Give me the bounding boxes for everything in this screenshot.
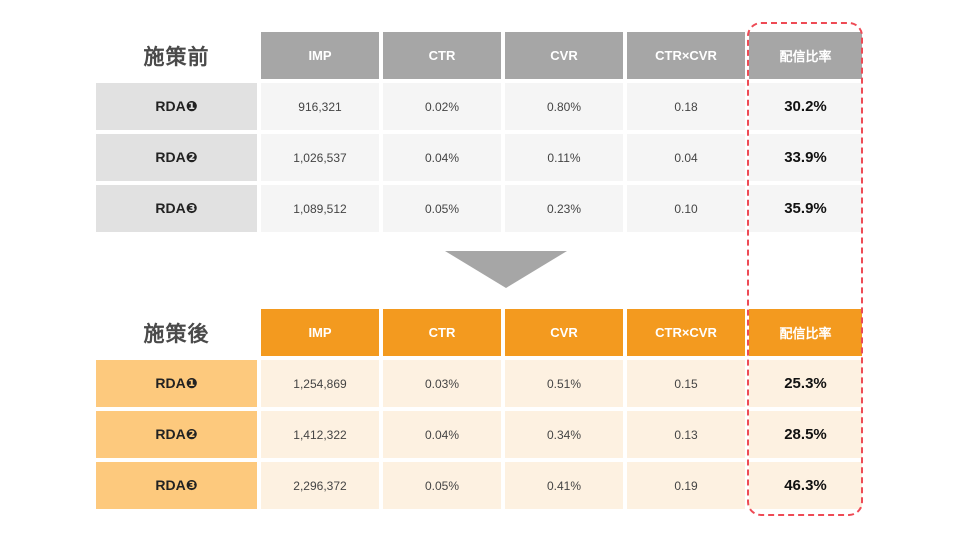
table-row: RDA❸ 1,089,512 0.05% 0.23% 0.10 35.9%: [96, 185, 862, 232]
row-label: RDA❸: [96, 462, 257, 509]
row-label: RDA❷: [96, 134, 257, 181]
header-imp: IMP: [261, 32, 379, 79]
header-ctr: CTR: [383, 309, 501, 356]
delivery-ratio-value: 35.9%: [749, 185, 862, 232]
header-ctr: CTR: [383, 32, 501, 79]
ctr-value: 0.02%: [383, 83, 501, 130]
ctr-value: 0.05%: [383, 185, 501, 232]
delivery-ratio-value: 28.5%: [749, 411, 862, 458]
imp-value: 1,412,322: [261, 411, 379, 458]
table-row: RDA❶ 916,321 0.02% 0.80% 0.18 30.2%: [96, 83, 862, 130]
table-row: RDA❷ 1,412,322 0.04% 0.34% 0.13 28.5%: [96, 411, 862, 458]
cvr-value: 0.34%: [505, 411, 623, 458]
cvr-value: 0.11%: [505, 134, 623, 181]
delivery-ratio-value: 46.3%: [749, 462, 862, 509]
ctr-cvr-value: 0.19: [627, 462, 745, 509]
ctr-cvr-value: 0.10: [627, 185, 745, 232]
cvr-value: 0.80%: [505, 83, 623, 130]
table-row: RDA❸ 2,296,372 0.05% 0.41% 0.19 46.3%: [96, 462, 862, 509]
ctr-value: 0.03%: [383, 360, 501, 407]
ctr-value: 0.04%: [383, 134, 501, 181]
table-row: RDA❶ 1,254,869 0.03% 0.51% 0.15 25.3%: [96, 360, 862, 407]
header-imp: IMP: [261, 309, 379, 356]
header-ctr-cvr: CTR×CVR: [627, 309, 745, 356]
delivery-ratio-highlight: [747, 22, 863, 516]
imp-value: 1,089,512: [261, 185, 379, 232]
table-row: RDA❷ 1,026,537 0.04% 0.11% 0.04 33.9%: [96, 134, 862, 181]
header-ctr-cvr: CTR×CVR: [627, 32, 745, 79]
ctr-cvr-value: 0.18: [627, 83, 745, 130]
delivery-ratio-value: 25.3%: [749, 360, 862, 407]
cvr-value: 0.41%: [505, 462, 623, 509]
before-header-row: 施策前 IMP CTR CVR CTR×CVR 配信比率: [96, 32, 862, 79]
ctr-cvr-value: 0.04: [627, 134, 745, 181]
header-delivery-ratio: 配信比率: [749, 309, 862, 356]
imp-value: 1,254,869: [261, 360, 379, 407]
row-label: RDA❷: [96, 411, 257, 458]
header-cvr: CVR: [505, 32, 623, 79]
header-delivery-ratio: 配信比率: [749, 32, 862, 79]
imp-value: 2,296,372: [261, 462, 379, 509]
row-label: RDA❶: [96, 83, 257, 130]
after-title: 施策後: [143, 322, 210, 346]
header-cvr: CVR: [505, 309, 623, 356]
after-header-row: 施策後 IMP CTR CVR CTR×CVR 配信比率: [96, 309, 862, 356]
cvr-value: 0.23%: [505, 185, 623, 232]
cvr-value: 0.51%: [505, 360, 623, 407]
before-title: 施策前: [143, 45, 210, 69]
ctr-cvr-value: 0.13: [627, 411, 745, 458]
imp-value: 916,321: [261, 83, 379, 130]
down-arrow-icon: [445, 251, 567, 288]
delivery-ratio-value: 33.9%: [749, 134, 862, 181]
ctr-value: 0.04%: [383, 411, 501, 458]
ctr-cvr-value: 0.15: [627, 360, 745, 407]
row-label: RDA❸: [96, 185, 257, 232]
imp-value: 1,026,537: [261, 134, 379, 181]
row-label: RDA❶: [96, 360, 257, 407]
ctr-value: 0.05%: [383, 462, 501, 509]
delivery-ratio-value: 30.2%: [749, 83, 862, 130]
